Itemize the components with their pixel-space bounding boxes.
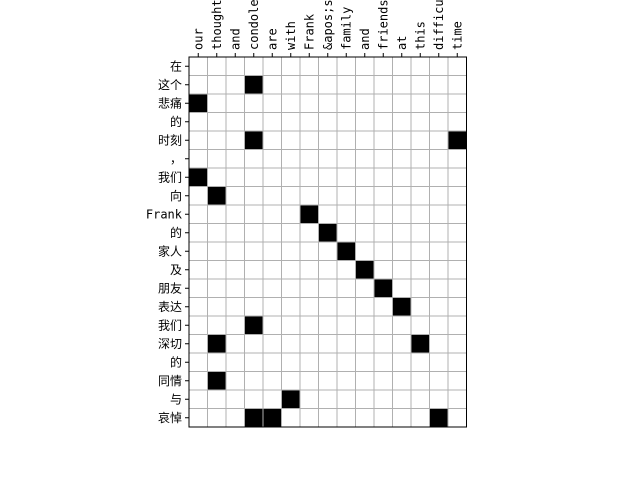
heatmap-cell (393, 298, 411, 316)
y-tick-label: 深切 (158, 337, 182, 351)
x-tick-label: difficu (432, 0, 446, 50)
x-tick-label: time (450, 21, 464, 50)
x-tick-label: &apos;s (321, 0, 335, 50)
heatmap-cell (189, 168, 207, 186)
y-tick-label: 这个 (158, 77, 182, 92)
y-tick-label: 时刻 (158, 133, 182, 147)
heatmap-cell (300, 205, 318, 223)
heatmap-cell (189, 94, 207, 112)
y-tick-label: 的 (170, 225, 182, 240)
x-tick-label: thought (210, 0, 224, 50)
heatmap-cell (337, 242, 355, 260)
y-tick-label: 表达 (158, 300, 182, 314)
heatmap-cell (374, 279, 392, 297)
y-tick-label: 我们 (158, 317, 182, 332)
heatmap-cell (208, 187, 226, 205)
x-tick-labels: our thought and condole are with Frank &apos;s f… (191, 0, 464, 57)
x-tick-label: and (228, 28, 242, 50)
y-tick-label: 哀悼 (158, 410, 182, 425)
heatmap-cell (208, 335, 226, 353)
heatmap-cell (319, 224, 337, 242)
grid-layer (189, 57, 467, 427)
x-tick-label: and (358, 28, 372, 50)
y-tick-label: 朋友 (158, 281, 182, 295)
heatmap-cell (245, 316, 263, 334)
heatmap-cell (282, 390, 300, 408)
heatmap-cell (245, 409, 263, 427)
cells-layer (189, 76, 466, 427)
y-tick-label: ， (170, 152, 182, 166)
y-tick-label: Frank (146, 207, 183, 221)
x-tick-label: Frank (302, 13, 316, 50)
x-tick-label: are (265, 28, 279, 50)
y-tick-label: 在 (170, 59, 182, 73)
y-tick-label: 家人 (158, 243, 182, 258)
x-tick-label: family (339, 7, 353, 50)
heatmap-cell (263, 409, 281, 427)
x-tick-label: with (284, 21, 298, 50)
heatmap-cell (245, 76, 263, 94)
x-tick-label: at (395, 36, 409, 50)
heatmap-cell (411, 335, 429, 353)
y-tick-label: 同情 (158, 374, 182, 388)
y-tick-label: 的 (170, 114, 182, 129)
heatmap-cell (245, 131, 263, 149)
y-tick-label: 向 (170, 188, 182, 203)
y-tick-label: 的 (170, 354, 182, 369)
x-tick-label: this (413, 21, 427, 50)
heatmap-cell (430, 409, 448, 427)
heatmap-cell (356, 261, 374, 279)
heatmap-cell (208, 372, 226, 390)
y-tick-label: 及 (170, 263, 182, 277)
y-tick-label: 悲痛 (158, 95, 182, 110)
x-tick-label: condole (247, 0, 261, 50)
x-tick-label: our (191, 28, 205, 50)
heatmap-cell (448, 131, 466, 149)
x-tick-label: friends (376, 0, 390, 50)
y-tick-label: 我们 (158, 169, 182, 184)
y-tick-label: 与 (170, 392, 182, 406)
